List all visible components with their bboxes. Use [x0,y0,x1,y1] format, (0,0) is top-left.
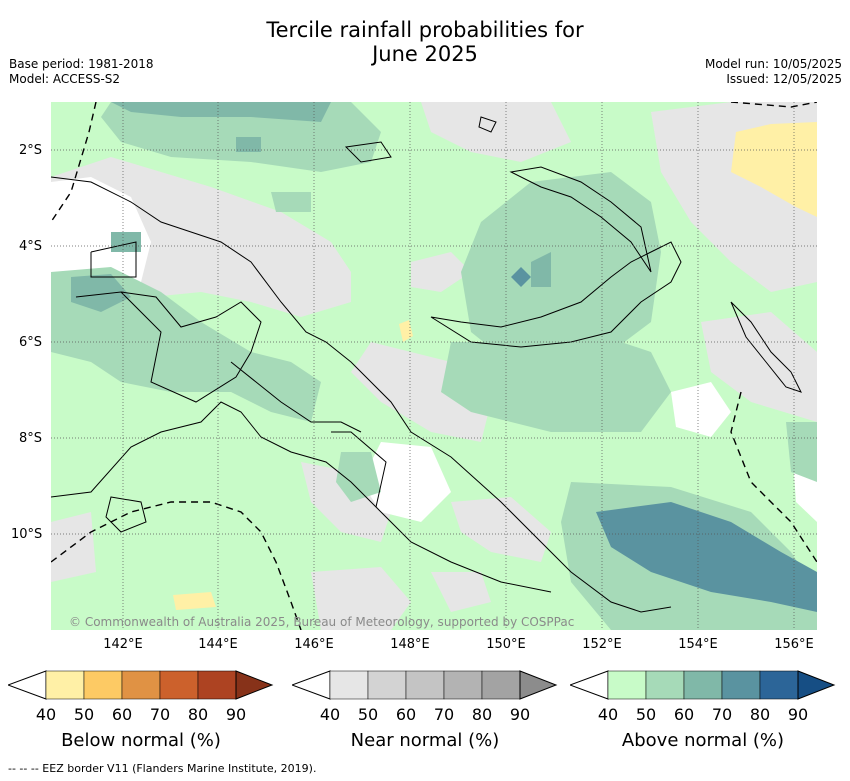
issued-date: Issued: 12/05/2025 [726,72,842,86]
colorbar-above-normal [568,670,836,704]
graticule [51,102,817,630]
lat-label: 6°S [19,335,43,350]
copyright-notice: © Commonwealth of Australia 2025, Bureau… [69,615,575,629]
colorbar-max-arrow [797,670,836,700]
above-normal-60-70 [71,102,551,312]
colorbar-max-arrow [235,670,274,700]
eez-borders [51,102,817,630]
lon-label: 150°E [486,637,526,652]
colorbar-min-arrow [6,670,47,700]
tick-label: 60 [395,705,417,724]
tick-label: 40 [35,705,57,724]
tick-label: 50 [357,705,379,724]
lon-label: 152°E [582,637,622,652]
lon-label: 146°E [294,637,334,652]
map-canvas [51,102,817,630]
issue-info: Model run: 10/05/2025 Issued: 12/05/2025 [705,57,842,87]
lat-label: 4°S [19,239,43,254]
lon-label: 144°E [198,637,238,652]
tick-label: 50 [73,705,95,724]
model-info: Base period: 1981-2018 Model: ACCESS-S2 [9,57,154,87]
lon-label: 148°E [390,637,430,652]
tick-label: 80 [749,705,771,724]
tick-label: 50 [635,705,657,724]
lat-label: 2°S [19,143,43,158]
colorbar-swatches [607,670,799,700]
colorbar-title-above: Above normal (%) [621,730,785,751]
tick-label: 80 [471,705,493,724]
eez-legend-note: -- -- -- EEZ border V11 (Flanders Marine… [8,762,317,775]
tick-label: 40 [319,705,341,724]
coastlines [51,116,802,613]
title-line-1: Tercile rainfall probabilities for [266,18,584,42]
below-normal-areas [173,122,817,610]
tick-label: 40 [597,705,619,724]
colorbar-max-arrow [519,670,558,700]
tick-label: 60 [111,705,133,724]
lat-label: 10°S [11,527,43,542]
tick-label: 70 [149,705,171,724]
rainfall-map [51,102,817,630]
lon-label: 142°E [103,637,143,652]
lon-label: 154°E [678,637,718,652]
colorbar-title-below: Below normal (%) [61,730,221,751]
colorbar-min-arrow [568,670,609,700]
province-borders [75,241,387,508]
above-normal-70-80 [511,267,817,612]
colorbar-near-normal [290,670,558,704]
map-title: Tercile rainfall probabilities for June … [0,18,850,66]
tick-label: 90 [225,705,247,724]
title-line-2: June 2025 [372,42,478,66]
lon-label: 156°E [774,637,814,652]
tick-label: 60 [673,705,695,724]
model-run: Model run: 10/05/2025 [704,57,842,71]
colorbar-title-near: Near normal (%) [350,730,500,751]
base-period: Base period: 1981-2018 [9,57,154,71]
tick-label: 90 [787,705,809,724]
colorbar-min-arrow [290,670,331,700]
tick-label: 80 [187,705,209,724]
model-name: Model: ACCESS-S2 [9,72,121,86]
colorbar-below-normal [6,670,274,704]
lat-label: 8°S [19,431,43,446]
colorbar-swatches [329,670,521,700]
tick-label: 70 [433,705,455,724]
tick-label: 90 [509,705,531,724]
colorbar-swatches [45,670,237,700]
tick-label: 70 [711,705,733,724]
